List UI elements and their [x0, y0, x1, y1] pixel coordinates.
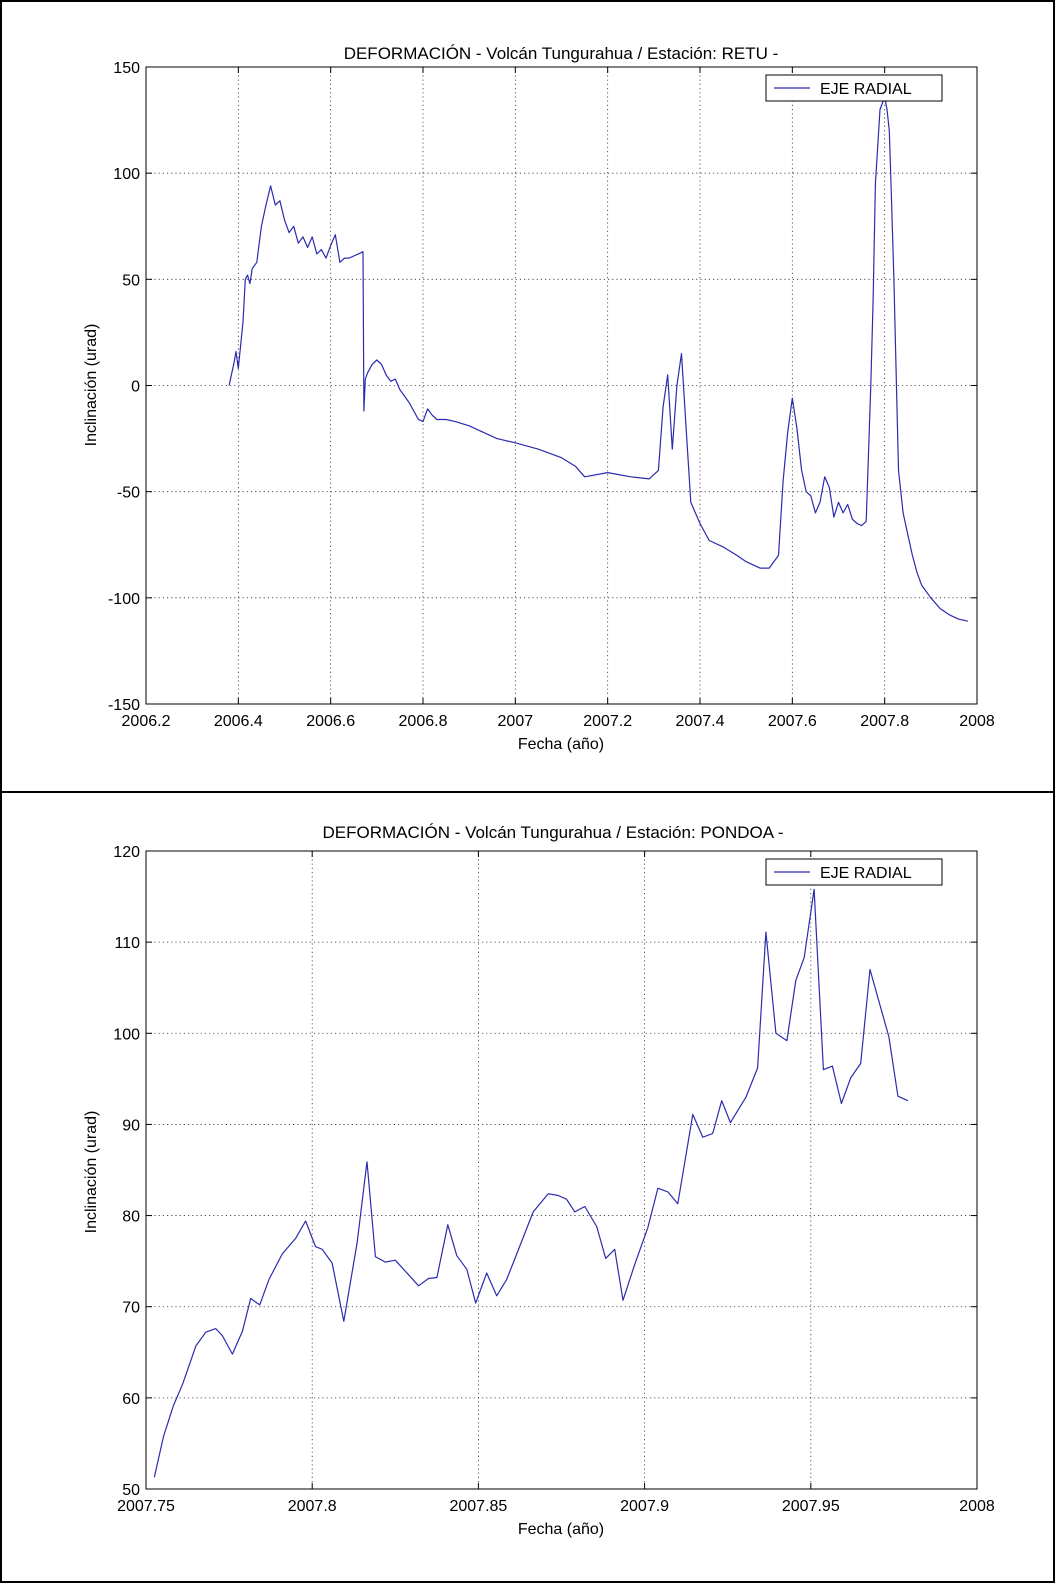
series-line-eje-radial	[153, 888, 909, 1478]
y-tick-label: 100	[113, 166, 140, 183]
axes-frame	[145, 850, 978, 1490]
x-tick-label: 2007.85	[449, 1498, 507, 1515]
x-tick-label: 2008	[959, 713, 995, 730]
x-tick-labels: 2007.75 2007.8 2007.85 2007.9 2007.95 2008	[117, 851, 995, 1515]
y-axis-label: Inclinación (urad)	[83, 324, 100, 447]
x-tick-label: 2007.95	[782, 1498, 840, 1515]
y-tick-label: -50	[117, 485, 140, 502]
y-tick-labels: -150 -100 -50 0 50 100 150	[108, 60, 977, 714]
x-tick-label: 2007.9	[620, 1498, 669, 1515]
series-layer	[228, 96, 968, 622]
plot-area	[146, 851, 977, 1489]
chart-title: DEFORMACIÓN - Volcán Tungurahua / Estaci…	[344, 44, 779, 63]
y-tick-label: 90	[122, 1117, 140, 1134]
chart-title: DEFORMACIÓN - Volcán Tungurahua / Estaci…	[322, 823, 783, 842]
x-tick-label: 2007.4	[676, 713, 725, 730]
x-tick-label: 2007.6	[768, 713, 817, 730]
x-tick-label: 2007.8	[860, 713, 909, 730]
x-tick-label: 2007.2	[583, 713, 632, 730]
y-tick-label: 0	[131, 379, 140, 396]
x-tick-label: 2006.2	[122, 713, 171, 730]
y-tick-label: -150	[108, 697, 140, 714]
legend: EJE RADIAL	[765, 74, 943, 102]
y-tick-label: 70	[122, 1300, 140, 1317]
y-axis-label: Inclinación (urad)	[83, 1111, 100, 1234]
y-tick-label: 80	[122, 1209, 140, 1226]
chart-pondoa: DEFORMACIÓN - Volcán Tungurahua / Estaci…	[83, 823, 995, 1538]
series-line-eje-radial	[228, 96, 968, 622]
x-axis-label: Fecha (año)	[518, 1521, 604, 1538]
y-tick-label: 100	[113, 1026, 140, 1043]
x-axis-label: Fecha (año)	[518, 736, 604, 753]
plot-area	[146, 67, 977, 704]
chart-retu: DEFORMACIÓN - Volcán Tungurahua / Estaci…	[83, 44, 995, 753]
y-tick-label: 110	[114, 935, 140, 952]
x-tick-labels: 2006.2 2006.4 2006.6 2006.8 2007 2007.2 2007.4…	[122, 67, 995, 730]
legend-label: EJE RADIAL	[820, 81, 912, 98]
x-tick-label: 2007	[498, 713, 534, 730]
y-tick-label: 50	[122, 1482, 140, 1499]
grid-lines	[146, 67, 977, 704]
y-tick-label: 60	[122, 1391, 140, 1408]
x-tick-label: 2007.75	[117, 1498, 175, 1515]
legend: EJE RADIAL	[765, 858, 943, 886]
y-tick-label: 150	[113, 60, 140, 77]
y-tick-label: 120	[113, 844, 140, 861]
series-layer	[153, 888, 909, 1478]
y-tick-labels: 50 60 70 80 90 100 110 120	[113, 844, 977, 1499]
x-tick-label: 2008	[959, 1498, 995, 1515]
x-tick-label: 2006.4	[214, 713, 263, 730]
x-tick-label: 2006.8	[399, 713, 448, 730]
y-tick-label: 50	[122, 272, 140, 289]
legend-label: EJE RADIAL	[820, 865, 912, 882]
x-tick-label: 2006.6	[306, 713, 355, 730]
y-tick-label: -100	[108, 591, 140, 608]
x-tick-label: 2007.8	[288, 1498, 337, 1515]
